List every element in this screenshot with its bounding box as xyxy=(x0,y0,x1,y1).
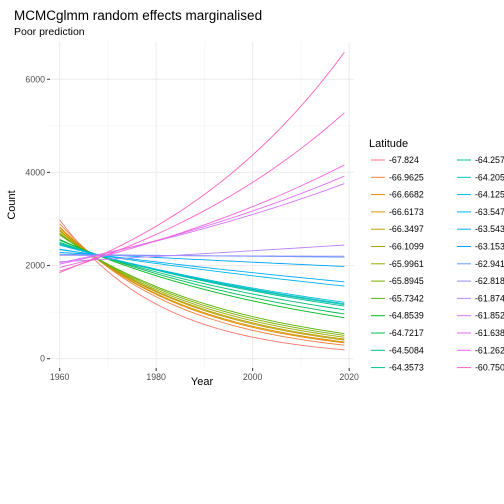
series-line xyxy=(59,51,345,273)
y-axis-title: Count xyxy=(6,190,18,219)
legend-label: -64.1259 xyxy=(475,190,504,200)
series-line xyxy=(59,112,345,272)
legend-label: -62.9411 xyxy=(475,259,504,269)
legend-label: -63.5431 xyxy=(475,224,504,234)
legend-label: -65.8945 xyxy=(389,276,424,286)
series-line xyxy=(59,223,345,346)
legend-label: -61.8525 xyxy=(475,311,504,321)
legend-label: -60.7507 xyxy=(475,363,504,373)
legend-label: -64.8539 xyxy=(389,311,424,321)
y-tick-label: 6000 xyxy=(25,74,45,84)
x-axis-title: Year xyxy=(191,376,214,388)
series-line xyxy=(59,219,345,351)
legend-label: -64.7217 xyxy=(389,328,424,338)
legend-label: -63.1533 xyxy=(475,242,504,252)
legend-label: -64.205 xyxy=(475,172,504,182)
x-tick-label: 2020 xyxy=(339,372,359,382)
legend-label: -66.9625 xyxy=(389,172,424,182)
legend-label: -64.3573 xyxy=(389,363,424,373)
series-line xyxy=(59,234,345,334)
y-axis: 0 2000 4000 6000 xyxy=(25,74,50,364)
y-tick-label: 2000 xyxy=(25,261,45,271)
chart-subtitle: Poor prediction xyxy=(14,26,85,38)
legend-label: -66.1099 xyxy=(389,242,424,252)
legend-items: -67.824 -66.9625 -66.6682 -66.6173 -66.3497 -… xyxy=(371,155,504,373)
legend-label: -67.824 xyxy=(389,155,419,165)
legend-label: -64.5084 xyxy=(389,345,424,355)
x-tick-label: 1960 xyxy=(50,372,70,382)
legend-label: -61.2625 xyxy=(475,345,504,355)
legend-label: -65.9961 xyxy=(389,259,424,269)
y-tick-label: 0 xyxy=(40,354,45,364)
series-line xyxy=(59,175,345,265)
legend-label: -61.6389 xyxy=(475,328,504,338)
series-lines xyxy=(59,51,345,351)
legend: Latitude -67.824 -66.9625 -66.6682 -66.6173… xyxy=(369,138,504,373)
legend-title: Latitude xyxy=(369,138,408,150)
legend-label: -64.2577 xyxy=(475,155,504,165)
series-line xyxy=(59,233,345,336)
x-tick-label: 2000 xyxy=(243,372,263,382)
series-line xyxy=(59,248,345,287)
x-tick-label: 1980 xyxy=(146,372,166,382)
plot-panel xyxy=(50,42,354,368)
series-line xyxy=(59,244,345,303)
legend-label: -66.3497 xyxy=(389,224,424,234)
legend-label: -66.6682 xyxy=(389,190,424,200)
legend-label: -61.8741 xyxy=(475,293,504,303)
legend-label: -62.8185 xyxy=(475,276,504,286)
chart-title: MCMCglmm random effects marginalised xyxy=(14,8,262,23)
series-line xyxy=(59,232,345,338)
legend-label: -65.7342 xyxy=(389,293,424,303)
series-line xyxy=(59,244,345,263)
legend-label: -63.5472 xyxy=(475,207,504,217)
series-line xyxy=(59,164,345,268)
legend-label: -66.6173 xyxy=(389,207,424,217)
x-axis: 1960 1980 2000 2020 xyxy=(50,368,359,382)
y-tick-label: 4000 xyxy=(25,167,45,177)
